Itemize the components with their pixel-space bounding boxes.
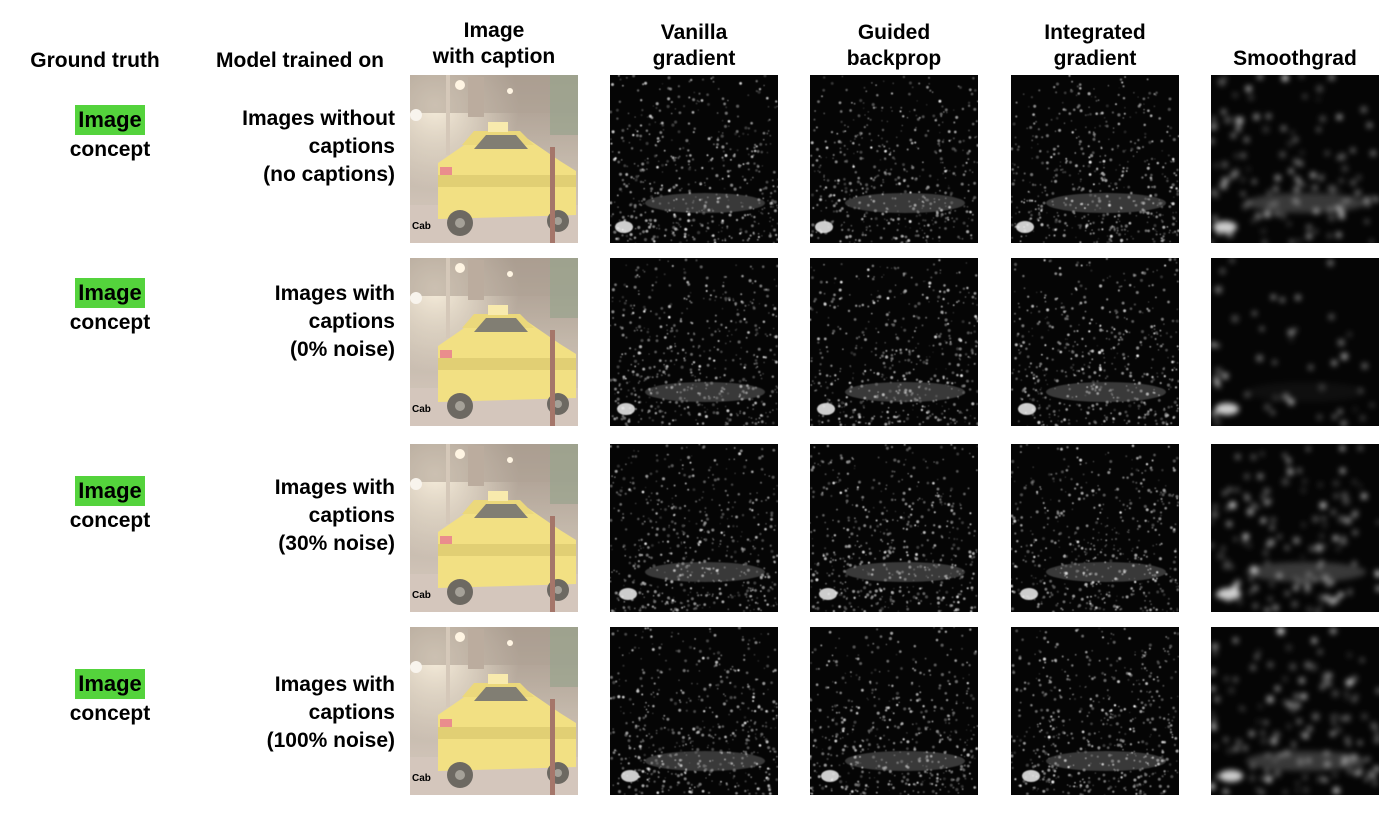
model-trained-on-cell: Images with captions (0% noise) [195, 280, 395, 364]
model-label-line-3: (100% noise) [266, 729, 395, 752]
ground-truth-concept: concept [69, 702, 151, 725]
header-smoothgrad: Smoothgrad [1211, 46, 1379, 72]
taxi-cab-photo: Cab [410, 258, 578, 426]
header-vanilla-line2: gradient [652, 47, 736, 70]
header-image-with-caption: Image with caption [410, 18, 578, 70]
photo-caption: Cab [412, 221, 431, 232]
vanilla-gradient-saliency-map [610, 444, 778, 612]
ground-truth-cell: Image concept [30, 278, 190, 337]
header-vanilla-gradient: Vanilla gradient [610, 20, 778, 72]
integrated-gradient-saliency-map [1011, 444, 1179, 612]
header-ground-truth: Ground truth [20, 48, 170, 74]
header-image-line1: Image [463, 19, 525, 42]
vanilla-gradient-saliency-map [610, 627, 778, 795]
ground-truth-concept: concept [69, 509, 151, 532]
header-model-trained-on: Model trained on [200, 48, 400, 74]
ground-truth-cell: Image concept [30, 105, 190, 164]
ground-truth-cell: Image concept [30, 669, 190, 728]
smoothgrad-saliency-map [1211, 258, 1379, 426]
guided-backprop-saliency-map [810, 444, 978, 612]
ground-truth-concept: concept [69, 311, 151, 334]
integrated-gradient-saliency-map [1011, 75, 1179, 243]
model-label-line-1: Images with [274, 476, 395, 499]
header-image-line2: with caption [432, 45, 556, 68]
ground-truth-word: Image [75, 105, 145, 135]
photo-caption: Cab [412, 404, 431, 415]
ground-truth-concept: concept [69, 138, 151, 161]
model-trained-on-cell: Images with captions (100% noise) [195, 671, 395, 755]
model-label-line-2: captions [308, 701, 395, 724]
taxi-cab-photo: Cab [410, 444, 578, 612]
smoothgrad-saliency-map [1211, 627, 1379, 795]
header-ground-truth-label: Ground truth [30, 49, 160, 72]
guided-backprop-saliency-map [810, 75, 978, 243]
model-label-line-1: Images without [242, 107, 395, 130]
photo-caption: Cab [412, 590, 431, 601]
header-model-trained-on-label: Model trained on [216, 49, 384, 72]
model-label-line-3: (no captions) [263, 163, 395, 186]
integrated-gradient-saliency-map [1011, 627, 1179, 795]
model-trained-on-cell: Images without captions (no captions) [195, 105, 395, 189]
integrated-gradient-saliency-map [1011, 258, 1179, 426]
header-guided-line2: backprop [846, 47, 942, 70]
guided-backprop-saliency-map [810, 627, 978, 795]
model-label-line-2: captions [308, 310, 395, 333]
model-trained-on-cell: Images with captions (30% noise) [195, 474, 395, 558]
ground-truth-cell: Image concept [30, 476, 190, 535]
ground-truth-word: Image [75, 278, 145, 308]
model-label-line-3: (0% noise) [289, 338, 395, 361]
taxi-cab-photo: Cab [410, 627, 578, 795]
header-integrated-line2: gradient [1053, 47, 1137, 70]
header-smoothgrad-label: Smoothgrad [1233, 47, 1357, 70]
smoothgrad-saliency-map [1211, 75, 1379, 243]
taxi-cab-photo: Cab [410, 75, 578, 243]
vanilla-gradient-saliency-map [610, 258, 778, 426]
header-guided-line1: Guided [857, 21, 931, 44]
model-label-line-2: captions [308, 135, 395, 158]
model-label-line-1: Images with [274, 673, 395, 696]
guided-backprop-saliency-map [810, 258, 978, 426]
smoothgrad-saliency-map [1211, 444, 1379, 612]
header-integrated-line1: Integrated [1044, 21, 1146, 44]
model-label-line-2: captions [308, 504, 395, 527]
header-integrated-gradient: Integrated gradient [1011, 20, 1179, 72]
model-label-line-3: (30% noise) [278, 532, 395, 555]
header-guided-backprop: Guided backprop [810, 20, 978, 72]
ground-truth-word: Image [75, 669, 145, 699]
vanilla-gradient-saliency-map [610, 75, 778, 243]
photo-caption: Cab [412, 773, 431, 784]
header-vanilla-line1: Vanilla [660, 21, 728, 44]
ground-truth-word: Image [75, 476, 145, 506]
model-label-line-1: Images with [274, 282, 395, 305]
